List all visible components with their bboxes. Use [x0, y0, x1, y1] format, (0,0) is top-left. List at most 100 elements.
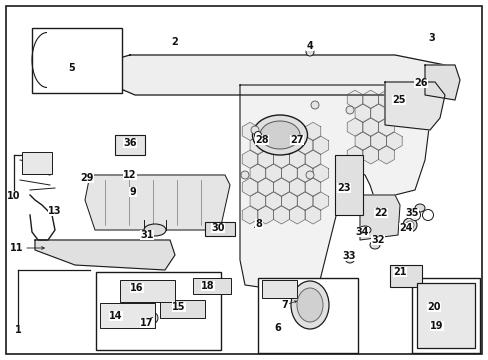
- Ellipse shape: [260, 121, 299, 149]
- Bar: [262, 280, 296, 298]
- Polygon shape: [424, 65, 459, 100]
- Bar: [100, 303, 155, 328]
- Text: 24: 24: [398, 223, 412, 233]
- Circle shape: [345, 253, 354, 263]
- Bar: [32, 28, 122, 93]
- Polygon shape: [297, 136, 312, 154]
- Circle shape: [305, 171, 313, 179]
- Text: 35: 35: [405, 208, 418, 218]
- Bar: [160, 300, 204, 318]
- Polygon shape: [305, 122, 320, 140]
- Bar: [96, 272, 221, 350]
- Polygon shape: [312, 164, 328, 182]
- Text: 27: 27: [290, 135, 303, 145]
- Polygon shape: [265, 164, 281, 182]
- Bar: [389, 265, 421, 287]
- Circle shape: [250, 126, 259, 134]
- Polygon shape: [289, 122, 305, 140]
- Polygon shape: [35, 240, 175, 270]
- Polygon shape: [289, 178, 305, 196]
- Text: 16: 16: [130, 283, 143, 293]
- Polygon shape: [305, 206, 320, 224]
- Ellipse shape: [290, 281, 328, 329]
- Polygon shape: [258, 178, 273, 196]
- Circle shape: [346, 106, 353, 114]
- Circle shape: [402, 218, 416, 232]
- Text: 12: 12: [123, 170, 137, 180]
- Polygon shape: [346, 90, 362, 108]
- Text: 33: 33: [342, 251, 355, 261]
- Text: 21: 21: [392, 267, 406, 277]
- Ellipse shape: [358, 226, 370, 234]
- Text: 20: 20: [427, 302, 440, 312]
- Polygon shape: [354, 104, 370, 122]
- Polygon shape: [362, 90, 378, 108]
- Polygon shape: [297, 192, 312, 210]
- Circle shape: [405, 221, 413, 229]
- Text: 30: 30: [211, 223, 224, 233]
- Polygon shape: [249, 192, 265, 210]
- Text: 34: 34: [354, 227, 368, 237]
- Polygon shape: [258, 122, 273, 140]
- Text: 19: 19: [429, 321, 443, 331]
- Polygon shape: [95, 55, 454, 95]
- Polygon shape: [265, 192, 281, 210]
- Bar: [120, 280, 175, 302]
- Circle shape: [411, 212, 417, 218]
- Text: 17: 17: [140, 318, 153, 328]
- Polygon shape: [281, 136, 297, 154]
- Text: 36: 36: [123, 138, 137, 148]
- Text: 26: 26: [413, 78, 427, 88]
- Polygon shape: [370, 132, 386, 150]
- Bar: [115, 135, 145, 155]
- Text: 28: 28: [255, 135, 268, 145]
- Polygon shape: [378, 118, 393, 136]
- Polygon shape: [378, 146, 393, 164]
- Polygon shape: [305, 150, 320, 168]
- Bar: [258, 278, 357, 353]
- Polygon shape: [242, 122, 257, 140]
- Polygon shape: [384, 82, 444, 130]
- Ellipse shape: [296, 288, 323, 322]
- Polygon shape: [378, 90, 393, 108]
- Text: 9: 9: [129, 187, 136, 197]
- Text: 10: 10: [7, 191, 20, 201]
- Text: 18: 18: [201, 281, 214, 291]
- Text: 31: 31: [140, 230, 153, 240]
- Text: 5: 5: [68, 63, 75, 73]
- Polygon shape: [354, 132, 370, 150]
- Text: 23: 23: [337, 183, 350, 193]
- Polygon shape: [249, 136, 265, 154]
- Bar: [416, 283, 474, 348]
- Polygon shape: [249, 164, 265, 182]
- Text: 4: 4: [306, 41, 313, 51]
- Text: 2: 2: [171, 37, 178, 47]
- Ellipse shape: [414, 204, 424, 212]
- Polygon shape: [346, 118, 362, 136]
- Circle shape: [408, 210, 420, 220]
- Polygon shape: [359, 195, 399, 240]
- Circle shape: [305, 48, 313, 56]
- Polygon shape: [242, 150, 257, 168]
- Polygon shape: [85, 175, 229, 230]
- Bar: [204, 222, 235, 236]
- Polygon shape: [281, 164, 297, 182]
- Polygon shape: [362, 118, 378, 136]
- Polygon shape: [297, 164, 312, 182]
- Polygon shape: [370, 104, 386, 122]
- Polygon shape: [273, 178, 289, 196]
- Text: 25: 25: [391, 95, 405, 105]
- Polygon shape: [386, 104, 401, 122]
- Polygon shape: [362, 146, 378, 164]
- Polygon shape: [312, 136, 328, 154]
- Polygon shape: [281, 192, 297, 210]
- Circle shape: [146, 312, 158, 324]
- Text: 15: 15: [172, 302, 185, 312]
- Polygon shape: [258, 150, 273, 168]
- Text: 11: 11: [10, 243, 24, 253]
- Text: 13: 13: [48, 206, 61, 216]
- Text: 6: 6: [274, 323, 281, 333]
- Text: 3: 3: [428, 33, 434, 43]
- Circle shape: [241, 171, 248, 179]
- Polygon shape: [242, 206, 257, 224]
